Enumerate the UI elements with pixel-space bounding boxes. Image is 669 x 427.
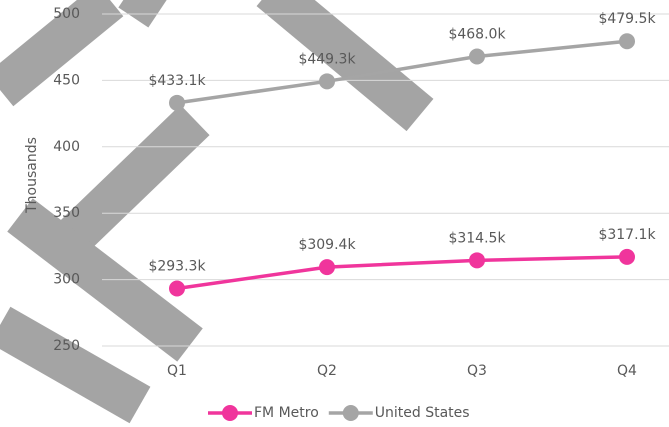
y-tick-label: 250 bbox=[53, 338, 80, 354]
point bbox=[169, 280, 185, 297]
legend-item: United States bbox=[328, 405, 470, 421]
point bbox=[319, 259, 335, 276]
series-line bbox=[176, 255, 628, 291]
watermark-stroke bbox=[118, 0, 167, 28]
point bbox=[169, 94, 185, 111]
data-label: $468.0k bbox=[448, 26, 506, 42]
y-axis-label: Thousands bbox=[24, 137, 40, 214]
y-tick-label: 450 bbox=[53, 72, 80, 88]
data-label: $449.3k bbox=[298, 51, 356, 67]
data-label: $479.5k bbox=[598, 11, 656, 27]
data-label: $317.1k bbox=[598, 227, 656, 243]
data-label: $309.4k bbox=[298, 237, 356, 253]
watermark bbox=[0, 0, 434, 424]
y-tick-label: 400 bbox=[53, 139, 80, 155]
data-label: $433.1k bbox=[148, 73, 206, 89]
watermark-stroke bbox=[0, 306, 151, 424]
watermark-stroke bbox=[0, 0, 124, 107]
point bbox=[319, 73, 335, 90]
series-line bbox=[176, 39, 628, 105]
x-tick-label: Q3 bbox=[467, 363, 487, 379]
y-tick-label: 300 bbox=[53, 272, 80, 288]
point bbox=[619, 248, 635, 265]
legend-label: United States bbox=[375, 405, 470, 421]
y-tick-label: 350 bbox=[53, 205, 80, 221]
watermark-stroke bbox=[45, 104, 210, 266]
legend-swatch-marker bbox=[222, 405, 238, 421]
point bbox=[469, 252, 485, 269]
legend-swatch-marker bbox=[342, 405, 359, 421]
watermark-stroke bbox=[256, 0, 434, 132]
y-tick-label: 500 bbox=[53, 6, 80, 22]
point bbox=[469, 48, 485, 65]
legend-item: FM Metro bbox=[208, 405, 319, 421]
legend-label: FM Metro bbox=[254, 405, 319, 421]
point bbox=[619, 33, 635, 50]
data-label: $293.3k bbox=[148, 258, 206, 274]
x-tick-label: Q1 bbox=[167, 363, 187, 379]
x-tick-label: Q4 bbox=[617, 363, 637, 379]
data-label: $314.5k bbox=[448, 230, 506, 246]
x-tick-label: Q2 bbox=[317, 363, 337, 379]
